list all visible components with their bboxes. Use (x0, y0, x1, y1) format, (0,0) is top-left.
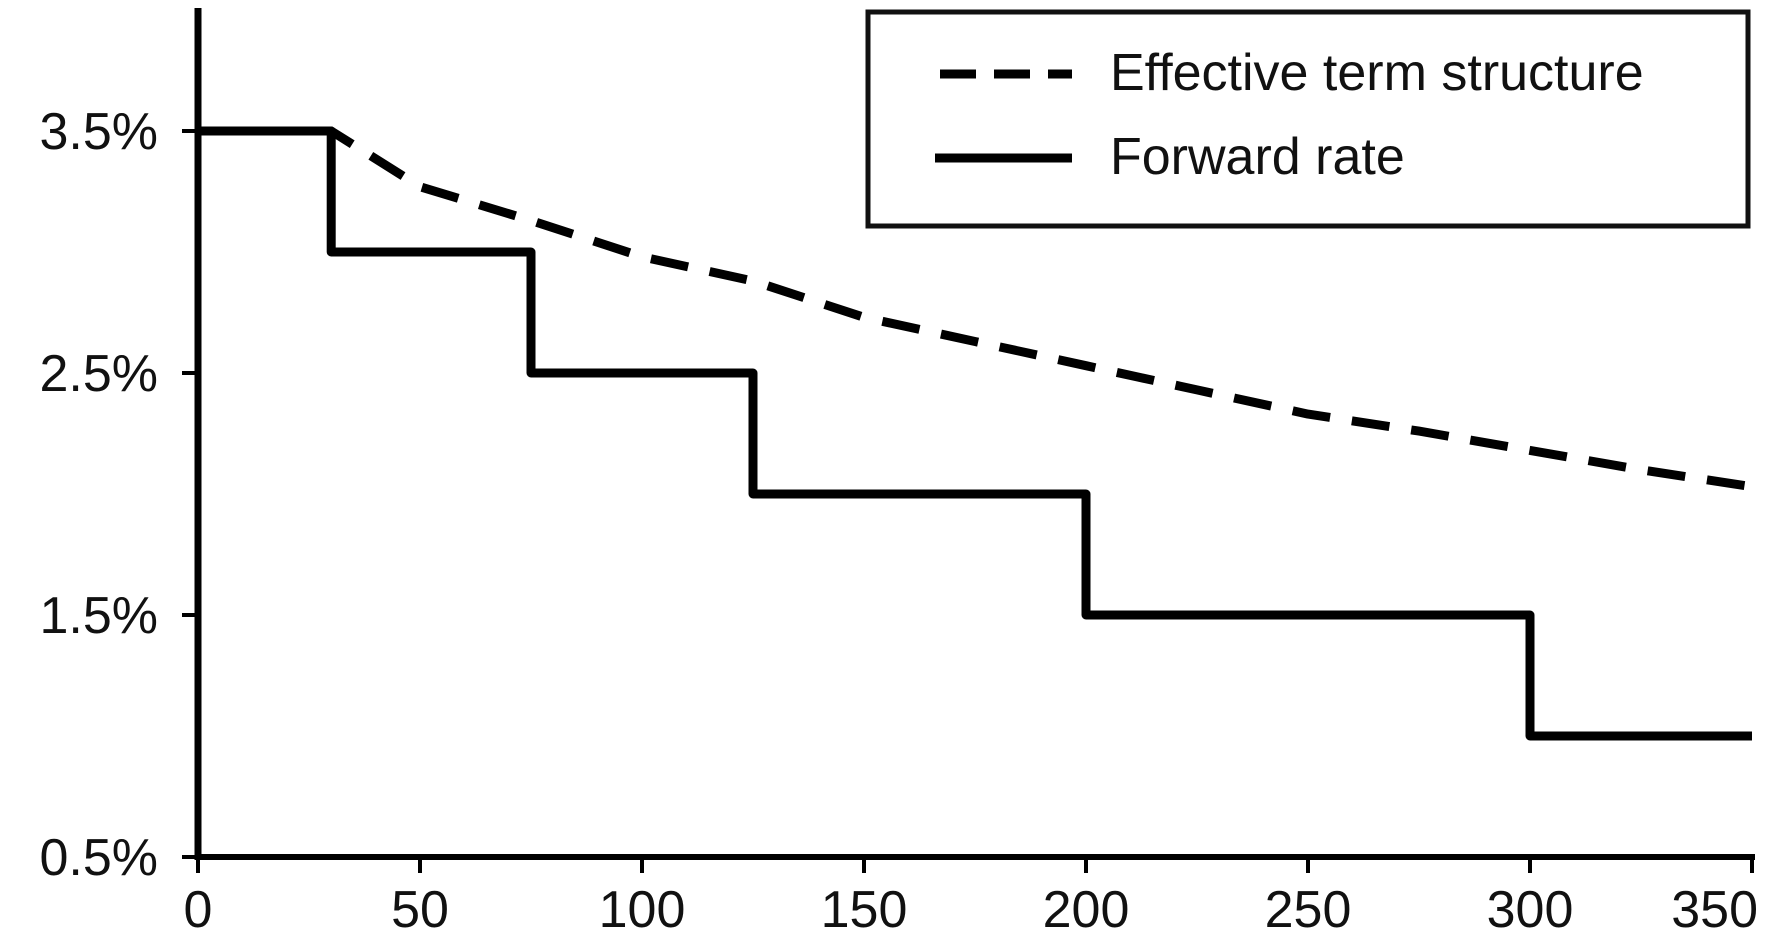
x-tick-label: 0 (184, 881, 213, 938)
x-tick-label: 150 (821, 881, 908, 938)
x-tick-label: 200 (1043, 881, 1130, 938)
x-tick-label: 100 (599, 881, 686, 938)
axes: 0 50 100 150 200 250 300 350 0.5% 1.5% 2.5% 3.5% (39, 8, 1758, 938)
x-tick-label: 250 (1265, 881, 1352, 938)
y-tick-label: 0.5% (39, 829, 158, 887)
x-tick-label: 350 (1671, 881, 1758, 938)
y-tick-label: 3.5% (39, 103, 158, 161)
legend-label-effective-term-structure: Effective term structure (1110, 44, 1644, 102)
x-tick-label: 50 (391, 881, 449, 938)
x-tick-label: 300 (1487, 881, 1574, 938)
legend: Effective term structure Forward rate (865, 9, 1751, 229)
y-tick-label: 2.5% (39, 345, 158, 403)
plot-area (198, 126, 1753, 741)
legend-box (865, 9, 1751, 229)
series-line-effective-term-structure (198, 126, 1753, 492)
y-tick-label: 1.5% (39, 587, 158, 645)
legend-label-forward-rate: Forward rate (1110, 128, 1405, 186)
series-line-forward-rate (198, 126, 1752, 741)
